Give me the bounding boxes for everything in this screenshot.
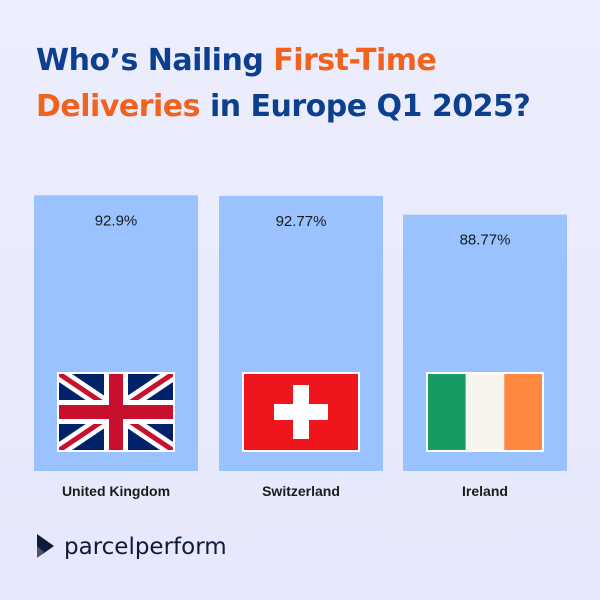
- ireland-flag: [426, 372, 544, 452]
- bar-value-label: 92.9%: [95, 212, 138, 229]
- title-part-2: First-Time: [273, 43, 437, 78]
- title-part-4: in Europe Q1 2025?: [200, 89, 531, 124]
- brand-logo: parcelperform: [34, 532, 227, 562]
- flag-border: [426, 372, 544, 452]
- category-label: Switzerland: [262, 483, 340, 499]
- category-label: Ireland: [462, 483, 508, 499]
- uk-flag-shapes: [58, 373, 174, 451]
- ireland-flag-orange: [504, 373, 543, 451]
- bar-value-label: 92.77%: [276, 213, 327, 230]
- bar-value-label: 88.77%: [460, 232, 511, 249]
- switzerland-flag: [242, 372, 360, 452]
- category-label: United Kingdom: [62, 483, 170, 499]
- title-part-1: Who’s Nailing: [36, 43, 274, 78]
- parcelperform-logo-icon: [37, 534, 54, 560]
- flag-border: [57, 372, 175, 452]
- brand-name: parcelperform: [64, 534, 227, 560]
- uk-flag: [57, 372, 175, 452]
- uk-flag-cross-red: [58, 405, 174, 419]
- flag-border: [242, 372, 360, 452]
- chart-title: Who’s Nailing First-Time Deliveries in Eu…: [36, 38, 576, 130]
- title-part-3: Deliveries: [36, 89, 201, 124]
- ireland-flag-green: [427, 373, 466, 451]
- ireland-flag-white: [465, 373, 505, 451]
- switzerland-flag-cross: [274, 404, 328, 420]
